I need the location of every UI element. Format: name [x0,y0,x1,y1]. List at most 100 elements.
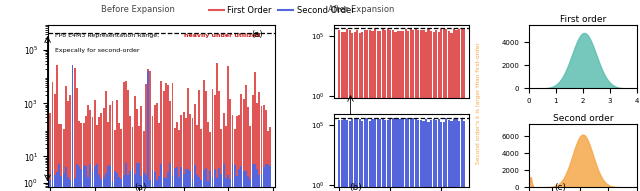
Bar [256,169,258,191]
Bar [180,115,182,191]
Bar [417,120,419,191]
Bar [200,180,202,191]
Bar [433,119,435,191]
Bar [381,29,384,191]
Bar [445,118,447,191]
Bar [404,118,406,191]
Bar [435,30,437,191]
Bar [136,163,138,191]
Bar [247,107,249,191]
Bar [263,105,264,191]
Bar [191,117,193,191]
Bar [361,121,364,191]
Bar [111,181,113,191]
Bar [174,168,176,191]
Bar [227,66,229,191]
Bar [339,120,340,191]
Bar [92,171,93,191]
Bar [172,176,173,191]
Bar [364,30,366,191]
Bar [366,118,369,191]
Bar [205,168,207,191]
Bar [451,32,452,191]
Bar [114,172,116,191]
Bar [149,180,151,191]
Bar [105,173,107,191]
Bar [376,119,379,191]
Bar [397,31,399,191]
Bar [205,91,207,191]
Bar [51,82,53,191]
Text: (c): (c) [554,183,566,191]
Bar [430,120,432,191]
Bar [254,164,256,191]
Bar [374,118,376,191]
Bar [389,118,392,191]
Bar [132,168,133,191]
Bar [214,95,216,191]
Bar [259,91,260,191]
Bar [78,166,80,191]
Bar [453,119,455,191]
Bar [100,179,102,191]
Bar [98,175,100,191]
Bar [435,120,437,191]
Bar [425,32,427,191]
Bar [107,122,109,191]
Bar [85,166,87,191]
Bar [238,115,240,191]
Bar [176,167,178,191]
Bar [149,71,151,191]
Bar [90,109,91,191]
Bar [154,172,156,191]
Bar [172,83,173,191]
Bar [269,167,271,191]
Bar [87,105,89,191]
Bar [243,99,244,191]
Bar [265,110,267,191]
Bar [376,31,379,191]
Bar [371,31,374,191]
Bar [90,164,91,191]
Bar [397,118,399,191]
Bar [458,121,460,191]
Bar [58,124,60,191]
Bar [456,31,458,191]
Bar [180,168,182,191]
Bar [267,131,269,191]
Title: First order: First order [559,15,606,24]
Bar [65,167,67,191]
Bar [58,164,60,191]
Bar [189,171,191,191]
Bar [422,121,424,191]
Bar [420,120,422,191]
Bar [440,122,442,191]
Bar [443,29,445,191]
Bar [216,178,218,191]
Bar [87,177,89,191]
Bar [118,123,120,191]
Text: $\rightarrow$ FP8 Range is: $\rightarrow$ FP8 Range is [355,114,403,123]
Bar [341,120,343,191]
Bar [194,104,196,191]
Bar [366,29,369,191]
Bar [247,176,249,191]
Bar [425,119,427,191]
Bar [178,130,180,191]
Bar [67,177,69,191]
Bar [67,100,69,191]
Bar [267,164,269,191]
Bar [463,121,465,191]
Bar [136,109,138,191]
Bar [351,33,353,191]
Bar [170,101,172,191]
Bar [263,168,264,191]
Bar [187,169,189,191]
Bar [392,118,394,191]
Bar [100,113,102,191]
Bar [60,124,62,191]
Bar [83,165,84,191]
Bar [250,179,252,191]
Bar [341,32,343,191]
Bar [78,121,80,191]
